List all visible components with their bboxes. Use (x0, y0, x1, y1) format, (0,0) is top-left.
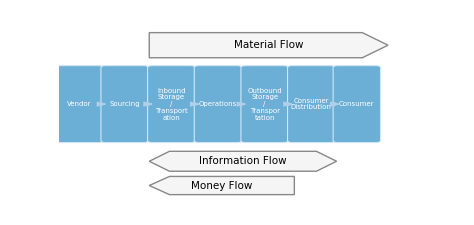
Polygon shape (149, 33, 388, 58)
Text: Outbound
Storage
/
Transpor
tation: Outbound Storage / Transpor tation (247, 88, 282, 121)
Text: Information Flow: Information Flow (199, 156, 287, 166)
FancyBboxPatch shape (101, 66, 148, 143)
FancyBboxPatch shape (333, 66, 381, 143)
Text: Consumer
Distribution: Consumer Distribution (291, 98, 332, 110)
Text: Inbound
Storage
/
Transport
ation: Inbound Storage / Transport ation (155, 88, 188, 121)
Text: Consumer: Consumer (339, 101, 374, 107)
Text: Money Flow: Money Flow (191, 180, 253, 191)
FancyBboxPatch shape (241, 66, 288, 143)
Text: Material Flow: Material Flow (234, 40, 303, 50)
FancyBboxPatch shape (194, 66, 242, 143)
Polygon shape (149, 151, 337, 171)
FancyBboxPatch shape (288, 66, 335, 143)
Text: Sourcing: Sourcing (109, 101, 140, 107)
Polygon shape (149, 176, 294, 195)
Text: Vendor: Vendor (67, 101, 91, 107)
FancyBboxPatch shape (147, 66, 195, 143)
FancyBboxPatch shape (56, 66, 103, 143)
Text: Operations: Operations (199, 101, 237, 107)
